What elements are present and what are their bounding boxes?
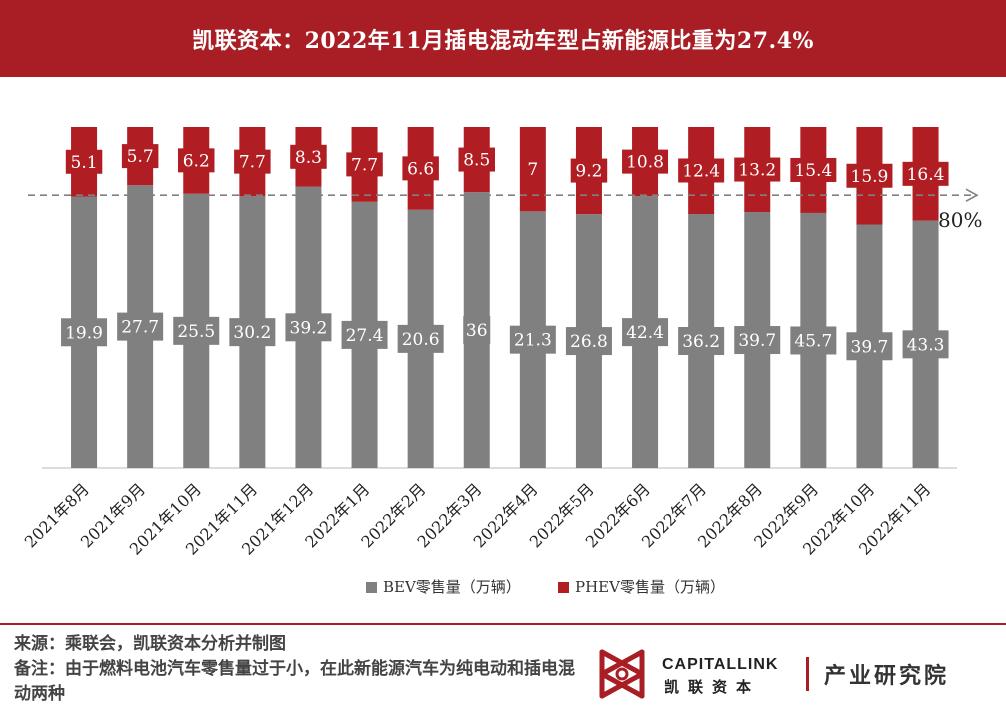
bev-data-label: 30.2 [233,323,271,343]
legend-label-bev: BEV零售量（万辆） [383,578,521,596]
bev-label-box [622,318,669,347]
bev-data-label: 39.2 [290,318,328,338]
phev-data-label: 6.2 [183,151,210,171]
phev-label-box [678,158,725,183]
bev-data-label: 43.3 [907,335,945,355]
bev-label-box [565,327,612,356]
phev-label-box [121,144,159,169]
phev-data-label: 7.7 [351,155,378,175]
reference-line-label: 80% [938,208,982,232]
bev-data-label: 20.6 [402,330,440,350]
bev-data-label: 26.8 [570,332,608,352]
phev-label-box [902,161,949,186]
remark-note: 备注：由于燃料电池汽车零售量过于小，在此新能源汽车为纯电动和插电混动两种 [14,659,575,704]
legend-swatch-bev [366,582,377,593]
phev-data-label: 16.4 [907,165,945,185]
phev-data-label: 7.7 [239,153,266,173]
bev-label-box [734,326,781,355]
phev-label-box [178,148,215,173]
legend-swatch-phev [558,582,569,593]
phev-data-label: 9.2 [575,162,602,182]
bev-label-box [117,312,164,341]
logo-name-cn: 凯联资本 [664,678,761,696]
bev-label-box [463,316,491,345]
phev-label-box [570,158,608,183]
phev-data-label: 10.8 [626,153,664,173]
phev-label-box [790,157,837,182]
footer-divider [0,623,1006,625]
footer-notes: 来源：乘联会，凯联资本分析并制图 备注：由于燃料电池汽车零售量过于小，在此新能源… [14,632,584,707]
legend-label-phev: PHEV零售量（万辆） [575,578,725,596]
phev-label-box [458,147,495,172]
bev-data-label: 42.4 [626,323,664,343]
phev-label-box [734,157,781,182]
bev-data-label: 19.9 [65,323,103,343]
bev-label-box [509,325,556,354]
reference-arrow-icon [965,188,979,202]
phev-data-label: 15.9 [851,167,889,187]
stacked-bar-chart: 5.119.92021年8月5.727.72021年9月6.225.52021年… [21,127,982,596]
bev-data-label: 21.3 [514,331,552,351]
bev-data-label: 39.7 [851,337,889,357]
phev-label-box [521,157,544,182]
phev-data-label: 6.6 [407,159,434,179]
logo-divider [806,657,809,691]
source-note: 来源：乘联会，凯联资本分析并制图 [14,634,286,654]
bev-label-box [790,326,837,355]
bev-data-label: 25.5 [177,322,215,342]
phev-data-label: 5.7 [127,147,154,167]
bev-label-box [61,318,108,347]
bev-data-label: 27.4 [346,326,384,346]
capitallink-logo: CAPITALLINK 凯联资本 产业研究院 [592,644,992,704]
phev-label-box [65,149,103,174]
bev-label-box [285,313,332,342]
bev-label-box [173,316,220,345]
phev-label-box [234,149,271,174]
bev-label-box [229,318,276,347]
bev-data-label: 39.7 [738,331,776,351]
bev-data-label: 36 [466,321,488,341]
phev-data-label: 7 [527,160,538,180]
phev-data-label: 8.5 [463,151,490,171]
phev-data-label: 5.1 [71,153,98,173]
phev-data-label: 8.3 [295,148,322,168]
logo-mark-icon [599,649,645,699]
phev-data-label: 12.4 [682,162,720,182]
logo-institute: 产业研究院 [824,663,950,689]
phev-label-box [290,144,327,169]
phev-label-box [622,149,669,174]
phev-data-label: 15.4 [794,161,832,181]
phev-data-label: 13.2 [738,161,776,181]
bev-data-label: 36.2 [682,332,720,352]
phev-label-box [846,163,893,188]
chart-title: 凯联资本：2022年11月插电混动车型占新能源比重为27.4% [192,27,814,54]
bev-data-label: 45.7 [794,331,832,351]
bev-label-box [846,332,893,361]
logo-name-en: CAPITALLINK [662,656,779,673]
bev-label-box [902,330,949,359]
bev-label-box [397,324,444,353]
bev-label-box [341,320,388,349]
phev-label-box [402,156,439,181]
chart-title-banner: 凯联资本：2022年11月插电混动车型占新能源比重为27.4% [0,0,1006,77]
phev-label-box [346,152,383,177]
bev-data-label: 27.7 [121,318,159,338]
bev-label-box [678,327,725,356]
